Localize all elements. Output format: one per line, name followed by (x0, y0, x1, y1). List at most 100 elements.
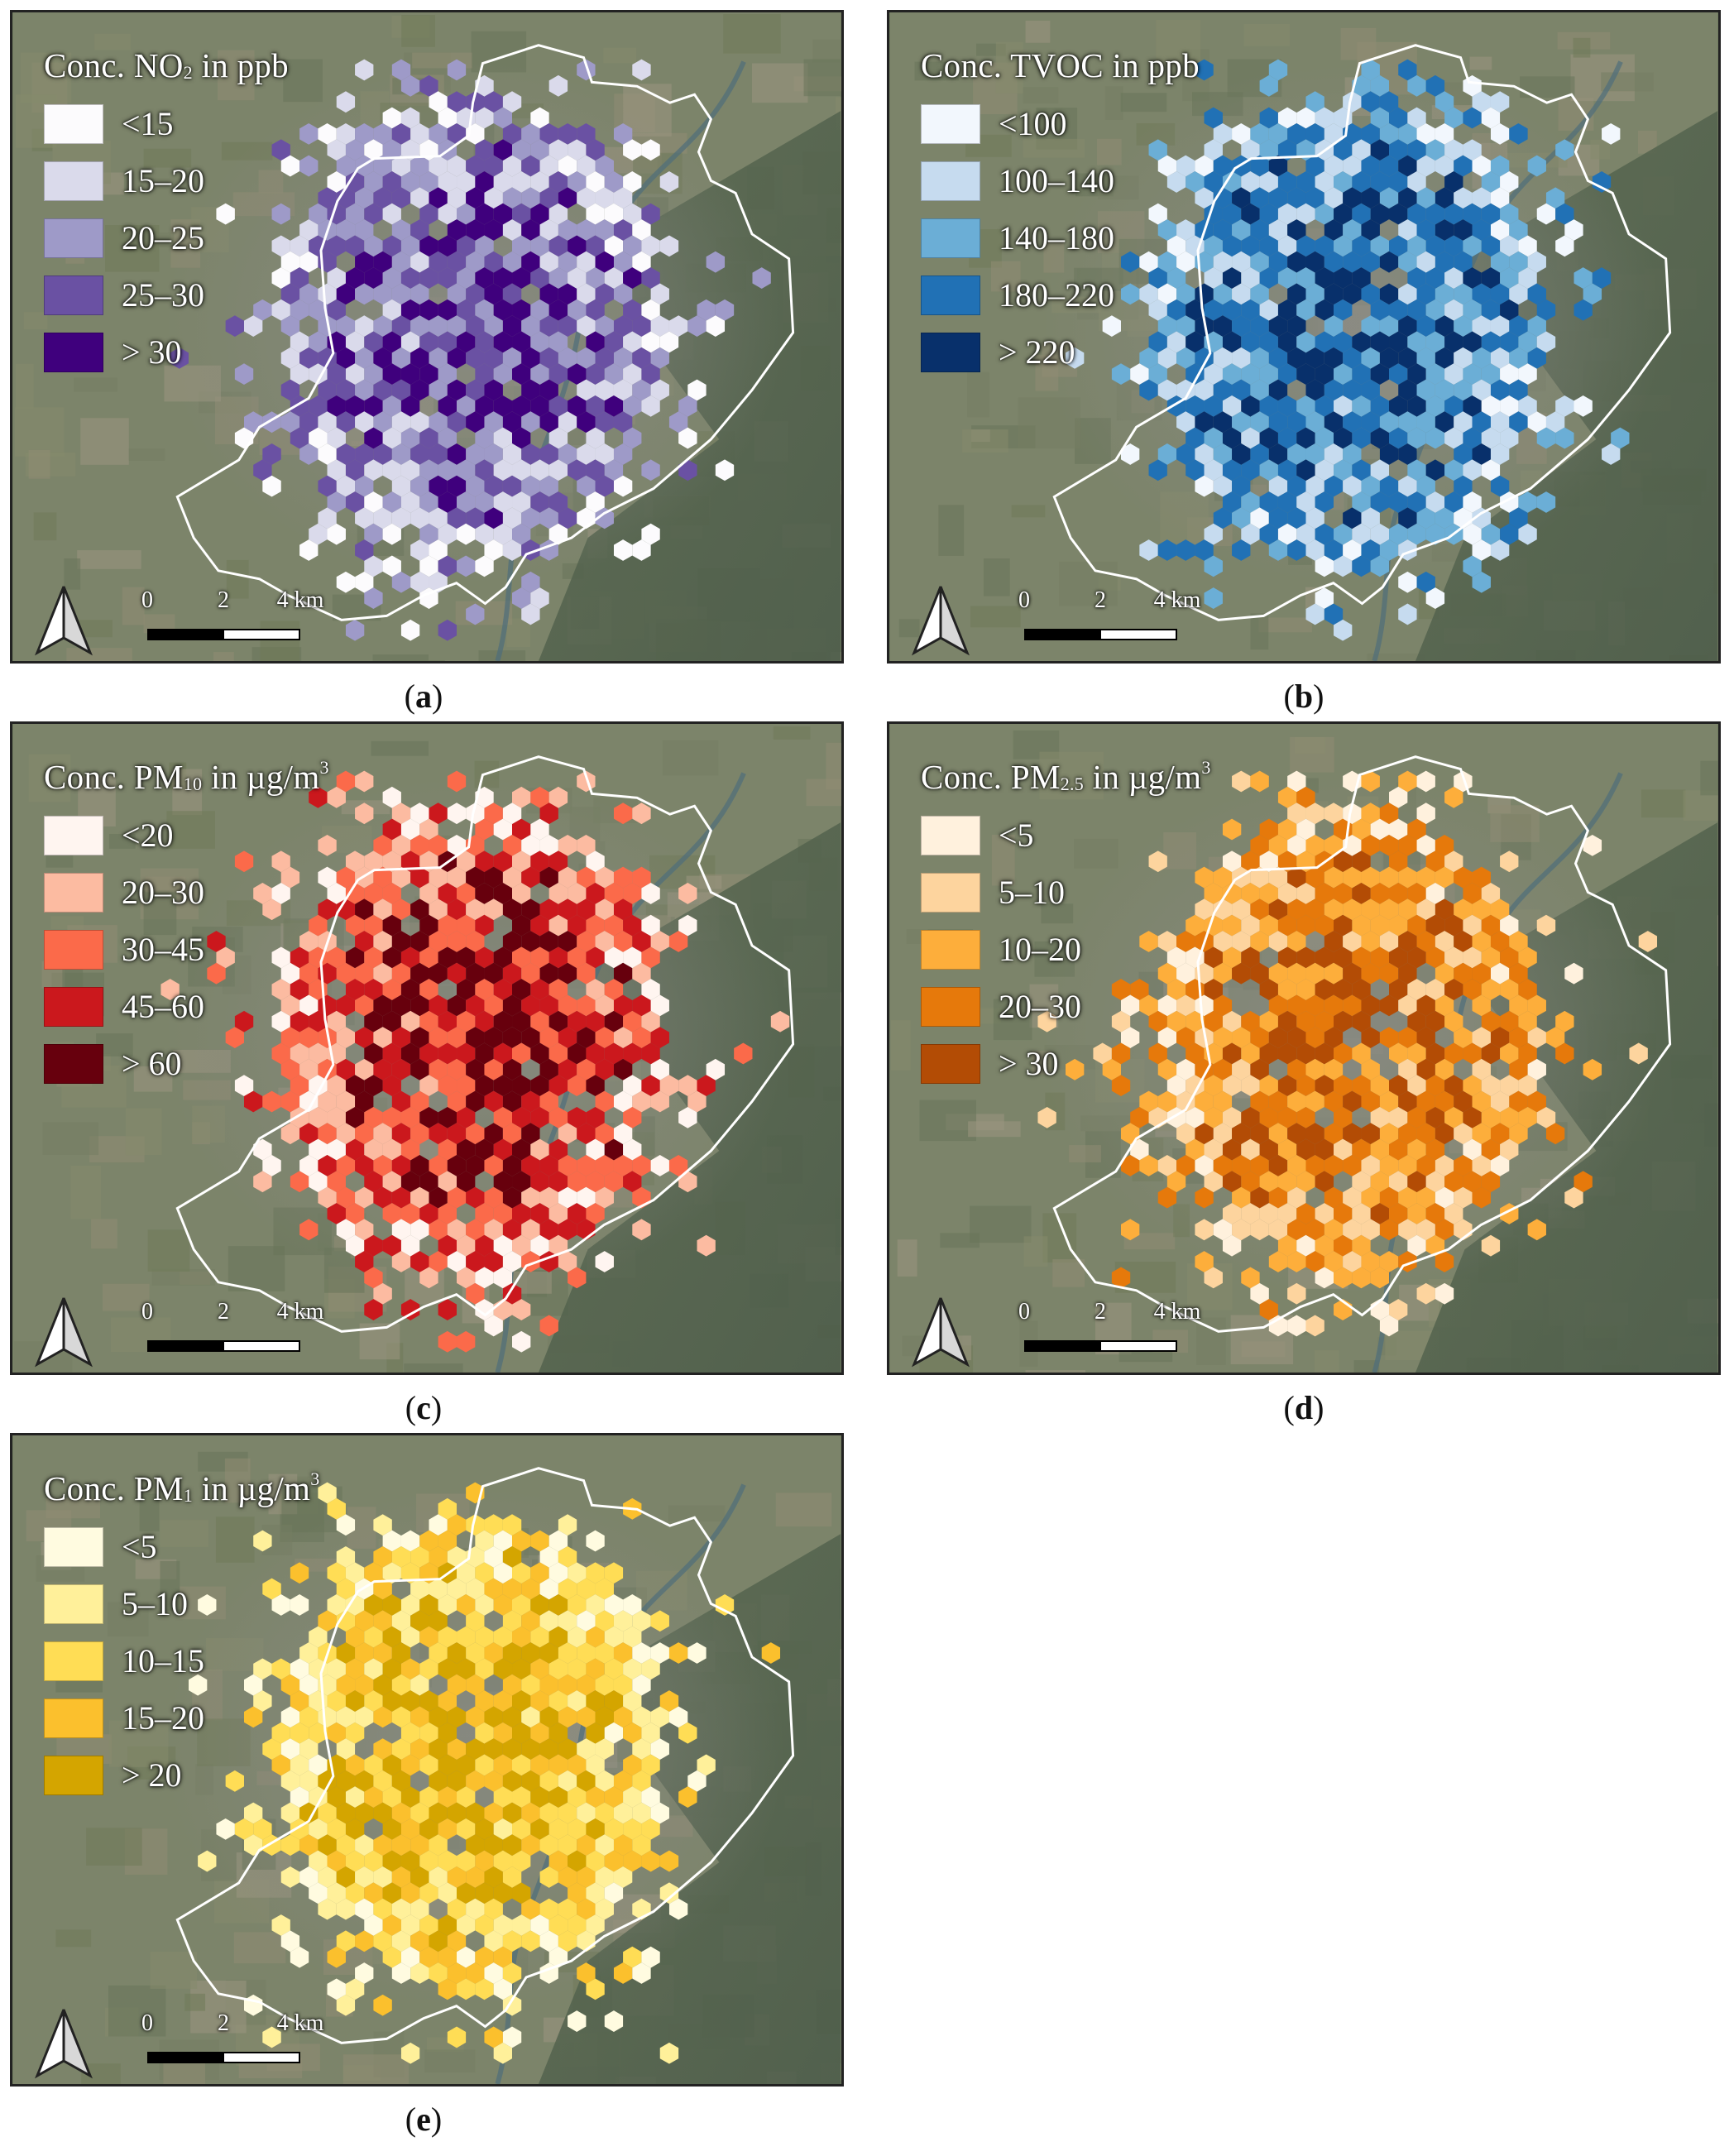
hex-cell (1454, 1123, 1473, 1145)
terrain-patch (103, 1283, 150, 1311)
hex-cell (1268, 962, 1288, 985)
hex-cell (586, 299, 605, 321)
hex-cell (309, 1075, 328, 1097)
hex-cell (1324, 1186, 1344, 1209)
hex-cell (475, 267, 494, 289)
hex-cell (613, 315, 633, 337)
hex-cell (558, 1834, 577, 1857)
hex-cell (484, 1058, 503, 1080)
hex-cell (1343, 866, 1362, 889)
terrain-patch (826, 742, 841, 790)
hex-cell (687, 1770, 707, 1792)
hex-cell (1435, 1090, 1454, 1113)
hex-cell (410, 1027, 429, 1048)
hex-cell (400, 427, 420, 449)
hex-cell (1324, 379, 1344, 401)
hex-cell (400, 979, 420, 1000)
hex-cell (539, 187, 558, 209)
hex-cell (447, 379, 467, 401)
hex-cell (447, 1930, 467, 1952)
hex-cell (1574, 299, 1593, 321)
hex-cell (299, 962, 319, 985)
hex-cell (429, 1514, 448, 1536)
hex-cell (475, 1914, 494, 1936)
hex-cell (548, 395, 568, 417)
hex-cell (271, 1754, 290, 1776)
hex-cell (1315, 235, 1334, 257)
hex-cell (466, 1155, 485, 1176)
hex-cell (1490, 1123, 1510, 1145)
hex-cell (280, 1802, 300, 1824)
scale-tick-label: 2 (1095, 1299, 1106, 1325)
hex-cell (355, 1930, 374, 1952)
hex-cell (604, 1882, 624, 1904)
hex-cell (1296, 914, 1315, 937)
hex-cell (271, 850, 290, 873)
hex-cell (382, 818, 401, 841)
hex-cell (632, 1155, 651, 1176)
hex-cell (493, 1658, 513, 1680)
hex-cell (595, 347, 614, 369)
hex-cell (586, 850, 605, 873)
hex-cell (586, 1010, 605, 1032)
hex-cell (1518, 363, 1537, 386)
hex-cell (1481, 363, 1501, 386)
hex-cell (271, 1594, 290, 1616)
hex-cell (595, 1642, 614, 1664)
hex-cell (568, 1754, 587, 1776)
hex-cell (1472, 1090, 1491, 1113)
hex-cell (502, 1610, 522, 1632)
terrain-patch (143, 614, 175, 634)
hex-cell (327, 523, 346, 545)
hex-cell (318, 187, 337, 209)
hex-cell (1416, 571, 1435, 593)
hex-cell (539, 411, 558, 434)
hex-cell (595, 994, 614, 1017)
hex-cell (382, 786, 401, 808)
hex-cell (1370, 107, 1390, 129)
hex-cell (373, 155, 392, 177)
hex-cell (1315, 171, 1334, 193)
hex-cell (1463, 203, 1482, 225)
hex-cell (1305, 603, 1324, 625)
hex-cell (1379, 931, 1399, 952)
hex-cell (632, 1962, 651, 1984)
hex-cell (1093, 1042, 1112, 1065)
hex-cell (1305, 898, 1324, 921)
hex-cell (1305, 803, 1324, 825)
hex-cell (595, 187, 614, 209)
hex-cell (1389, 1203, 1408, 1224)
hex-cell (364, 491, 383, 513)
hex-cell (1398, 834, 1417, 856)
hex-cell (1361, 1123, 1380, 1145)
hex-cell (539, 1770, 558, 1792)
hex-cell (318, 866, 337, 889)
hex-cell (502, 539, 522, 561)
hex-cell (484, 866, 503, 889)
hex-cell (530, 267, 549, 289)
hex-cell (457, 1267, 476, 1289)
hex-cell (466, 1674, 485, 1696)
hex-cell (1324, 122, 1344, 145)
hex-cell (457, 1850, 476, 1872)
hex-cell (632, 931, 651, 952)
hex-cell (382, 1530, 401, 1552)
hex-cell (391, 1674, 411, 1696)
hex-cell (447, 1514, 467, 1536)
hex-cell (1195, 155, 1214, 177)
terrain-patch (260, 620, 300, 661)
hex-cell (641, 203, 660, 225)
legend-title-unit: in µg/m (1084, 758, 1202, 796)
hex-cell (1583, 283, 1602, 305)
hex-cell (568, 1106, 587, 1128)
hex-cell (1296, 1234, 1315, 1257)
hex-cell (493, 1882, 513, 1904)
hex-cell (457, 979, 476, 1000)
hex-cell (604, 1010, 624, 1032)
hex-cell (1398, 411, 1417, 434)
hex-cell (391, 866, 411, 889)
hex-cell (318, 834, 337, 856)
hex-cell (650, 1610, 669, 1632)
hex-cell (623, 1138, 642, 1161)
